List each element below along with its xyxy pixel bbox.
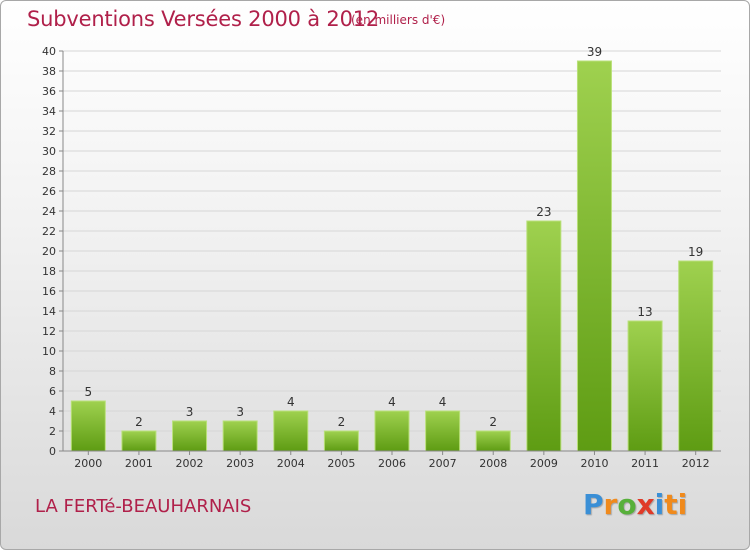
x-tick-label: 2006	[378, 457, 406, 470]
bar-2012	[678, 260, 714, 452]
y-tick-label: 8	[49, 365, 56, 378]
x-tick-label: 2001	[125, 457, 153, 470]
chart-unit: (en milliers d'€)	[351, 13, 446, 27]
y-tick-label: 38	[42, 65, 56, 78]
x-tick-label: 2009	[530, 457, 558, 470]
data-label-2005: 2	[338, 415, 346, 429]
y-tick-label: 18	[42, 265, 56, 278]
bar-2003	[222, 420, 258, 452]
y-tick-label: 34	[42, 105, 56, 118]
logo-letter: o	[617, 488, 637, 521]
y-tick-label: 28	[42, 165, 56, 178]
bar-2004	[273, 410, 309, 452]
bars	[70, 60, 714, 452]
logo-letter: r	[603, 488, 618, 521]
data-label-2002: 3	[186, 405, 194, 419]
y-tick-label: 22	[42, 225, 56, 238]
y-tick-label: 14	[42, 305, 56, 318]
data-label-2009: 23	[536, 205, 551, 219]
logo-letter: i	[654, 488, 665, 521]
y-tick-label: 40	[42, 45, 56, 58]
x-tick-label: 2012	[682, 457, 710, 470]
logo-letter: ti	[664, 488, 688, 521]
logo-letter: P	[583, 488, 604, 521]
y-tick-label: 10	[42, 345, 56, 358]
y-tick-label: 30	[42, 145, 56, 158]
bar-2010	[576, 60, 612, 452]
chart-title: Subventions Versées 2000 à 2012	[27, 7, 380, 31]
x-axis-ticks: 2000 2001 2002 2003 2004 2005 2006 2007 2008 2009…	[74, 451, 710, 470]
y-tick-label: 0	[49, 445, 56, 458]
y-tick-label: 36	[42, 85, 56, 98]
bar-2002	[172, 420, 208, 452]
bar-2007	[425, 410, 461, 452]
x-tick-label: 2000	[74, 457, 102, 470]
data-label-2007: 4	[439, 395, 447, 409]
commune-name: LA FERTé-BEAUHARNAIS	[35, 496, 252, 517]
x-tick-label: 2005	[327, 457, 355, 470]
x-tick-label: 2010	[580, 457, 608, 470]
proxiti-logo: Proxiti	[583, 488, 687, 521]
bar-2005	[323, 430, 359, 452]
data-label-2000: 5	[84, 385, 92, 399]
bar-2011	[627, 320, 663, 452]
y-tick-label: 2	[49, 425, 56, 438]
y-tick-label: 4	[49, 405, 56, 418]
y-tick-label: 16	[42, 285, 56, 298]
data-label-2010: 39	[587, 45, 602, 59]
x-tick-label: 2003	[226, 457, 254, 470]
y-tick-label: 32	[42, 125, 56, 138]
grid-lines	[63, 50, 721, 432]
data-label-2004: 4	[287, 395, 295, 409]
data-label-2011: 13	[637, 305, 652, 319]
x-tick-label: 2008	[479, 457, 507, 470]
data-label-2003: 3	[236, 405, 244, 419]
data-label-2012: 19	[688, 245, 703, 259]
y-tick-label: 24	[42, 205, 56, 218]
x-tick-label: 2011	[631, 457, 659, 470]
x-tick-label: 2002	[176, 457, 204, 470]
x-tick-label: 2004	[277, 457, 305, 470]
bar-2008	[475, 430, 511, 452]
data-label-2006: 4	[388, 395, 396, 409]
y-tick-label: 12	[42, 325, 56, 338]
bar-2001	[121, 430, 157, 452]
data-label-2008: 2	[489, 415, 497, 429]
y-tick-label: 6	[49, 385, 56, 398]
y-tick-label: 26	[42, 185, 56, 198]
data-label-2001: 2	[135, 415, 143, 429]
bar-2000	[70, 400, 106, 452]
x-tick-label: 2007	[429, 457, 457, 470]
bar-2006	[374, 410, 410, 452]
bar-2009	[526, 220, 562, 452]
y-tick-label: 20	[42, 245, 56, 258]
logo-letter: x	[636, 488, 655, 521]
